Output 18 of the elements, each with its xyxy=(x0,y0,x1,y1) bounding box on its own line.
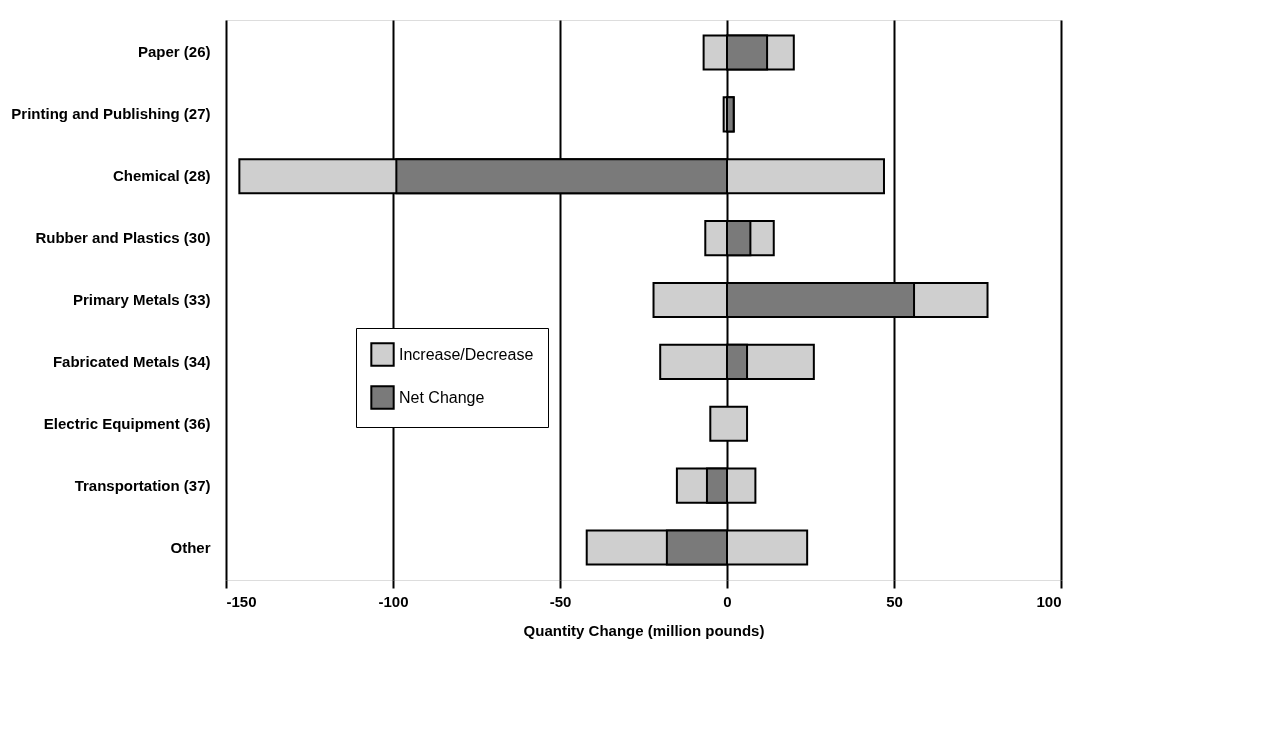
x-tick-label: 0 xyxy=(723,592,732,610)
x-tick-label: 100 xyxy=(1036,592,1062,610)
y-tick-label: Paper (26) xyxy=(137,43,211,61)
x-tick-label: -50 xyxy=(549,592,572,610)
y-tick-label: Primary Metals (33) xyxy=(72,291,211,308)
x-axis-title: Quantity Change (million pounds) xyxy=(523,621,765,639)
y-tick-label: Electric Equipment (36) xyxy=(43,414,211,432)
legend-label: Increase/Decrease xyxy=(399,345,534,363)
legend-label: Net Change xyxy=(399,388,485,406)
y-tick-label: Transportation (37) xyxy=(74,476,211,494)
x-tick-label: 50 xyxy=(886,592,903,610)
x-tick-label: -150 xyxy=(226,592,257,610)
x-tick-label: -100 xyxy=(378,592,409,610)
y-tick-label: Rubber and Plastics (30) xyxy=(35,229,211,247)
y-tick-label: Fabricated Metals (34) xyxy=(52,352,211,370)
y-tick-label: Other xyxy=(170,538,211,556)
y-tick-label: Chemical (28) xyxy=(112,167,211,185)
y-tick-label: Printing and Publishing (27) xyxy=(11,105,211,123)
